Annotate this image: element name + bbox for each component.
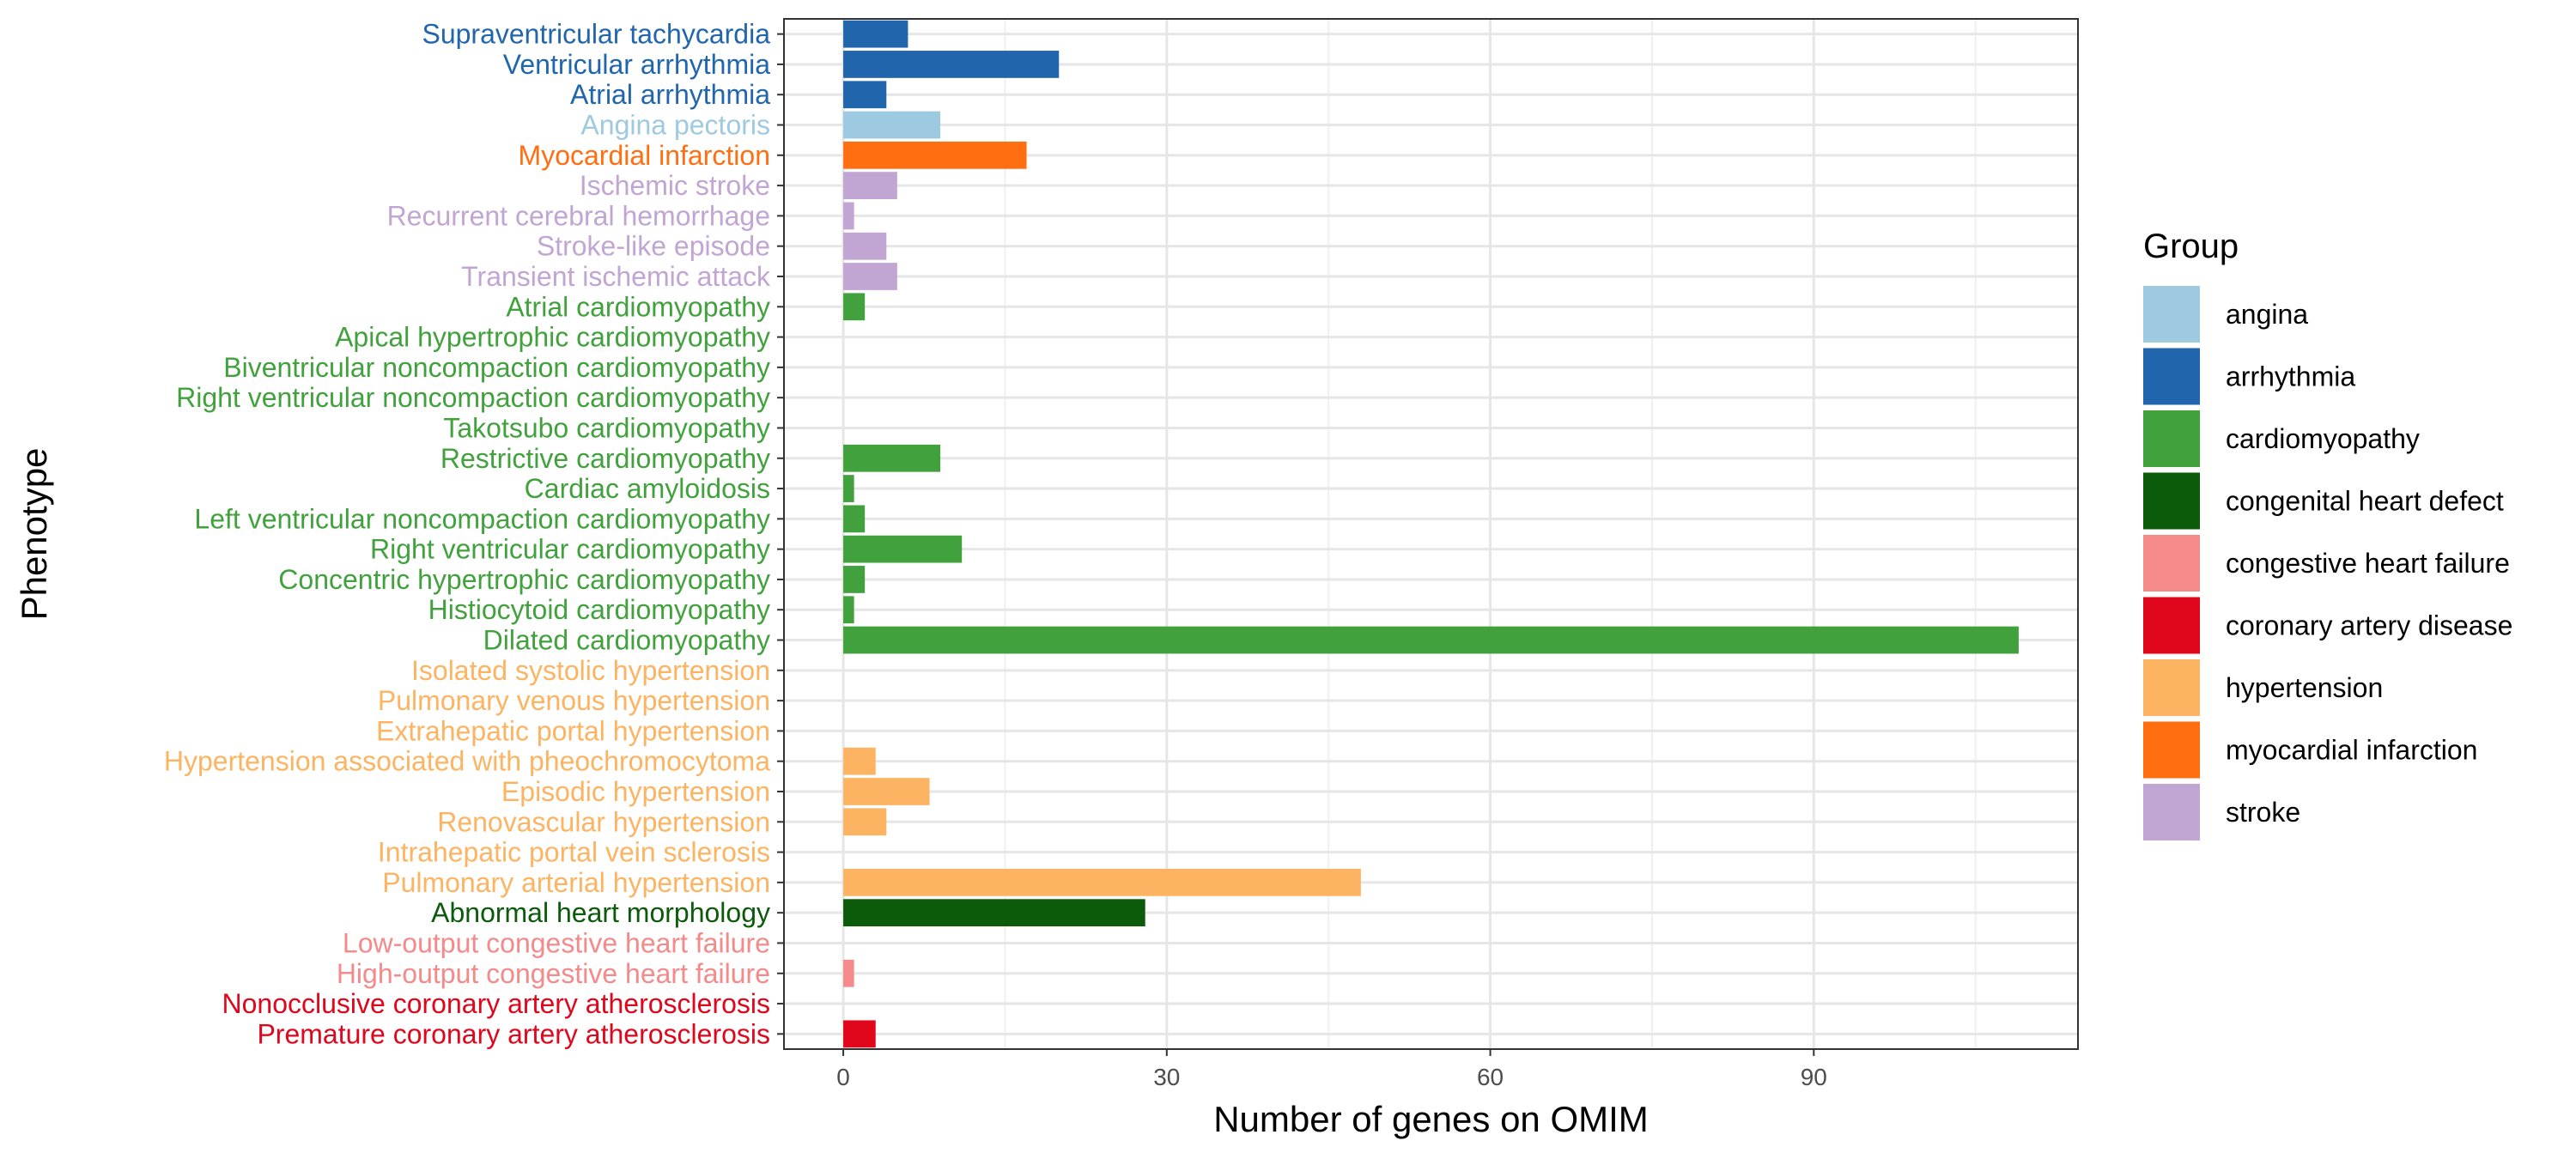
- legend-key: [2143, 597, 2200, 654]
- bar: [843, 475, 854, 502]
- y-tick-label: Premature coronary artery atherosclerosi…: [257, 1018, 770, 1049]
- legend-label: congenital heart defect: [2226, 486, 2504, 517]
- bar: [843, 869, 1361, 896]
- x-axis-title: Number of genes on OMIM: [1213, 1099, 1649, 1139]
- y-tick-label: Concentric hypertrophic cardiomyopathy: [278, 564, 770, 595]
- x-tick-label: 90: [1801, 1064, 1827, 1090]
- y-tick-label: Biventricular noncompaction cardiomyopat…: [223, 352, 770, 383]
- bar: [843, 899, 1145, 927]
- y-tick-label: Left ventricular noncompaction cardiomyo…: [194, 503, 770, 534]
- legend-label: arrhythmia: [2226, 361, 2355, 392]
- y-tick-label: Myocardial infarction: [519, 140, 770, 171]
- y-tick-label: Pulmonary venous hypertension: [378, 685, 770, 716]
- legend-label: congestive heart failure: [2226, 548, 2510, 579]
- legend-key: [2143, 784, 2200, 840]
- y-tick-label: Apical hypertrophic cardiomyopathy: [335, 322, 770, 353]
- legend-label: stroke: [2226, 797, 2300, 828]
- bar: [843, 747, 876, 775]
- bar: [843, 20, 908, 48]
- y-tick-label: Low-output congestive heart failure: [343, 927, 770, 958]
- y-tick-label: Dilated cardiomyopathy: [483, 625, 770, 656]
- y-tick-label: Isolated systolic hypertension: [411, 655, 770, 686]
- bar: [843, 1020, 876, 1048]
- bar: [843, 505, 866, 533]
- y-tick-label: Right ventricular cardiomyopathy: [370, 534, 770, 565]
- bar: [843, 111, 941, 139]
- bar: [843, 444, 941, 472]
- y-tick-label: Transient ischemic attack: [461, 261, 771, 292]
- y-tick-label: Ischemic stroke: [580, 170, 770, 201]
- y-tick-label: Abnormal heart morphology: [431, 897, 770, 928]
- grid-lines: [784, 19, 2078, 1049]
- bar: [843, 566, 866, 593]
- bar: [843, 596, 854, 624]
- bars: [843, 20, 2019, 1048]
- y-tick-label: Atrial arrhythmia: [570, 79, 770, 110]
- legend-key: [2143, 472, 2200, 530]
- y-tick-label: Ventricular arrhythmia: [503, 49, 770, 80]
- bar: [843, 172, 897, 199]
- y-tick-label: Takotsubo cardiomyopathy: [443, 412, 770, 443]
- legend-label: hypertension: [2226, 672, 2383, 703]
- bar: [843, 778, 930, 805]
- y-tick-label: Recurrent cerebral hemorrhage: [387, 200, 770, 231]
- bar: [843, 293, 866, 321]
- y-tick-label: Hypertension associated with pheochromoc…: [164, 746, 770, 777]
- y-tick-label: Intrahepatic portal vein sclerosis: [378, 837, 770, 868]
- bar: [843, 81, 887, 109]
- y-axis-tick-labels: Supraventricular tachycardiaVentricular …: [164, 19, 771, 1050]
- legend-key: [2143, 535, 2200, 592]
- y-tick-label: Atrial cardiomyopathy: [506, 291, 770, 322]
- y-tick-label: Extrahepatic portal hypertension: [376, 715, 770, 746]
- y-axis-title: Phenotype: [14, 448, 54, 621]
- legend-key: [2143, 659, 2200, 716]
- bar: [843, 808, 887, 836]
- y-tick-label: Angina pectoris: [580, 110, 770, 141]
- legend-label: coronary artery disease: [2226, 610, 2512, 641]
- legend-label: myocardial infarction: [2226, 735, 2477, 766]
- bar: [843, 959, 854, 987]
- bar: [843, 263, 897, 290]
- bar: [843, 202, 854, 230]
- legend-key: [2143, 410, 2200, 467]
- y-tick-label: Right ventricular noncompaction cardiomy…: [176, 382, 770, 413]
- y-tick-label: Restrictive cardiomyopathy: [440, 443, 770, 474]
- legend: Group angina arrhythmia cardiomyopathy cong…: [2143, 228, 2512, 840]
- bar: [843, 232, 887, 260]
- x-tick-label: 30: [1153, 1064, 1180, 1090]
- legend-label: angina: [2226, 299, 2308, 330]
- x-axis-ticks: 0 30 60 90: [836, 1049, 1827, 1090]
- legend-label: cardiomyopathy: [2226, 423, 2420, 454]
- bar: [843, 626, 2019, 654]
- y-tick-label: Pulmonary arterial hypertension: [382, 867, 770, 898]
- y-tick-label: Episodic hypertension: [501, 776, 770, 807]
- y-tick-label: High-output congestive heart failure: [337, 958, 770, 989]
- legend-key: [2143, 286, 2200, 343]
- x-tick-label: 0: [836, 1064, 850, 1090]
- y-tick-label: Supraventricular tachycardia: [422, 19, 770, 50]
- legend-key: [2143, 348, 2200, 405]
- y-axis-ticks: [777, 33, 784, 1035]
- bar: [843, 141, 1027, 169]
- x-tick-label: 60: [1477, 1064, 1504, 1090]
- y-tick-label: Cardiac amyloidosis: [525, 473, 770, 504]
- panel-border: [783, 18, 2079, 1050]
- legend-key: [2143, 721, 2200, 779]
- y-tick-label: Nonocclusive coronary artery atheroscler…: [222, 988, 770, 1019]
- legend-title: Group: [2143, 228, 2239, 265]
- bar: [843, 51, 1060, 78]
- y-tick-label: Histiocytoid cardiomyopathy: [428, 594, 770, 625]
- y-tick-label: Stroke-like episode: [537, 231, 770, 262]
- y-tick-label: Renovascular hypertension: [437, 806, 770, 837]
- bar: [843, 535, 963, 563]
